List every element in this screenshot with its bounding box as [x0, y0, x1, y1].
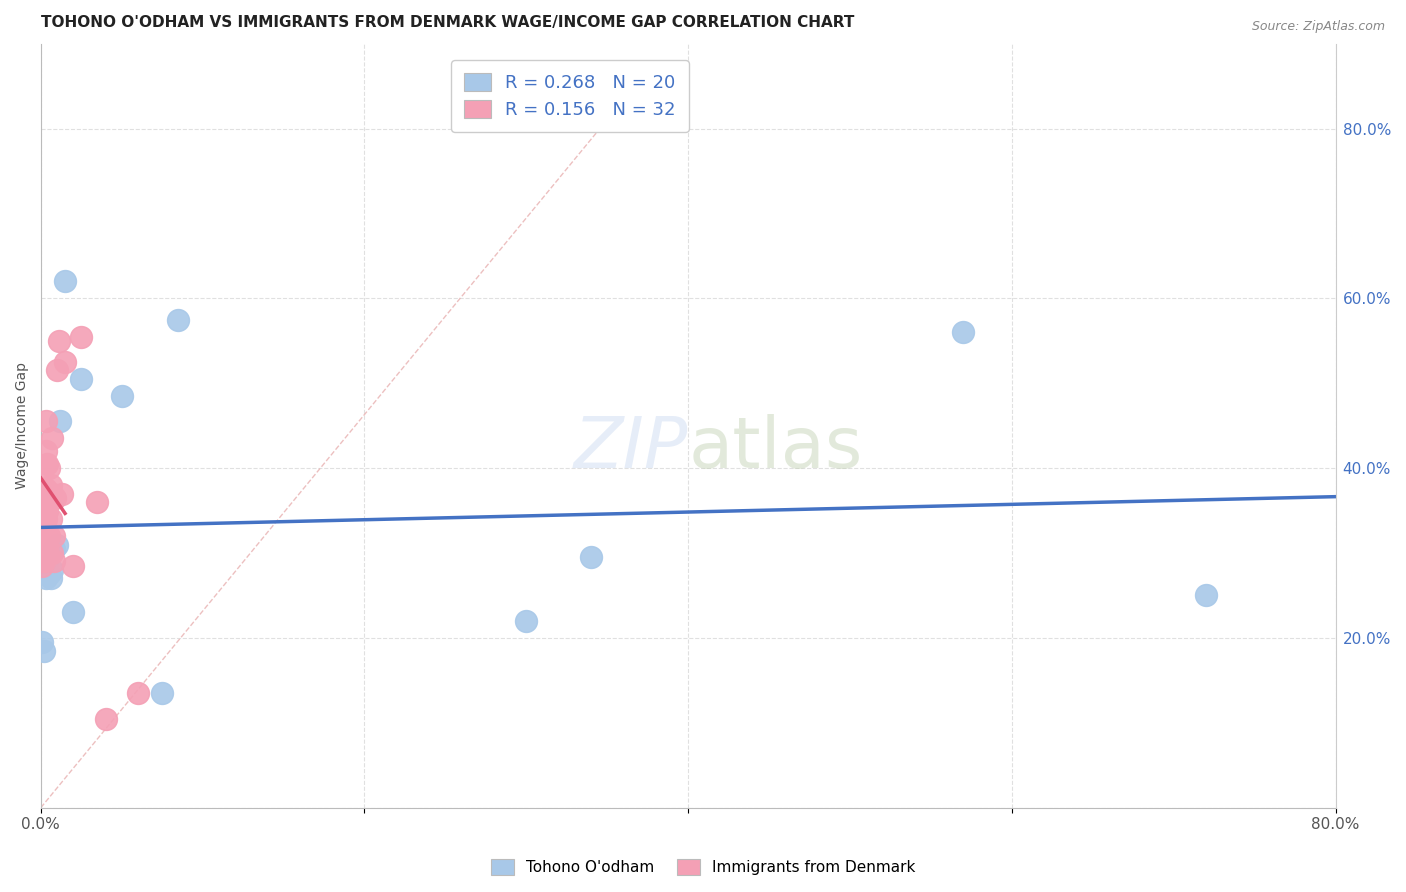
- Point: [39, 512, 62, 526]
- Point: [70, 329, 93, 343]
- Point: [62, 606, 84, 620]
- Point: [1195, 589, 1218, 603]
- Point: [32, 554, 55, 568]
- Point: [38, 461, 60, 475]
- Point: [952, 326, 974, 340]
- Point: [31, 635, 53, 649]
- Point: [42, 529, 65, 543]
- Point: [44, 491, 66, 505]
- Point: [37, 541, 59, 556]
- Point: [53, 274, 76, 288]
- Legend: Tohono O'odham, Immigrants from Denmark: Tohono O'odham, Immigrants from Denmark: [482, 851, 924, 882]
- Point: [62, 558, 84, 573]
- Point: [37, 558, 59, 573]
- Point: [32, 643, 55, 657]
- Point: [46, 363, 69, 377]
- Point: [37, 503, 59, 517]
- Point: [32, 503, 55, 517]
- Point: [41, 546, 63, 560]
- Point: [32, 486, 55, 500]
- Point: [41, 563, 63, 577]
- Point: [94, 712, 117, 726]
- Point: [48, 334, 70, 348]
- Point: [41, 431, 63, 445]
- Point: [39, 478, 62, 492]
- Y-axis label: Wage/Income Gap: Wage/Income Gap: [15, 362, 30, 489]
- Point: [31, 520, 53, 534]
- Point: [42, 541, 65, 556]
- Point: [111, 389, 134, 403]
- Point: [42, 554, 65, 568]
- Point: [49, 414, 72, 428]
- Point: [46, 537, 69, 551]
- Text: TOHONO O'ODHAM VS IMMIGRANTS FROM DENMARK WAGE/INCOME GAP CORRELATION CHART: TOHONO O'ODHAM VS IMMIGRANTS FROM DENMAR…: [41, 15, 855, 30]
- Point: [39, 572, 62, 586]
- Point: [38, 529, 60, 543]
- Point: [150, 686, 173, 700]
- Point: [86, 495, 108, 509]
- Point: [34, 483, 56, 497]
- Point: [31, 558, 53, 573]
- Point: [41, 486, 63, 500]
- Point: [127, 686, 149, 700]
- Point: [579, 550, 602, 565]
- Point: [31, 533, 53, 548]
- Point: [70, 372, 93, 386]
- Point: [38, 567, 60, 582]
- Point: [34, 444, 56, 458]
- Text: atlas: atlas: [688, 414, 862, 483]
- Point: [34, 512, 56, 526]
- Text: ZIP: ZIP: [574, 414, 688, 483]
- Point: [34, 572, 56, 586]
- Point: [37, 457, 59, 471]
- Point: [34, 414, 56, 428]
- Point: [53, 355, 76, 369]
- Point: [515, 614, 537, 628]
- Legend: R = 0.268   N = 20, R = 0.156   N = 32: R = 0.268 N = 20, R = 0.156 N = 32: [451, 61, 689, 131]
- Point: [51, 486, 73, 500]
- Point: [167, 312, 190, 326]
- Text: Source: ZipAtlas.com: Source: ZipAtlas.com: [1251, 20, 1385, 33]
